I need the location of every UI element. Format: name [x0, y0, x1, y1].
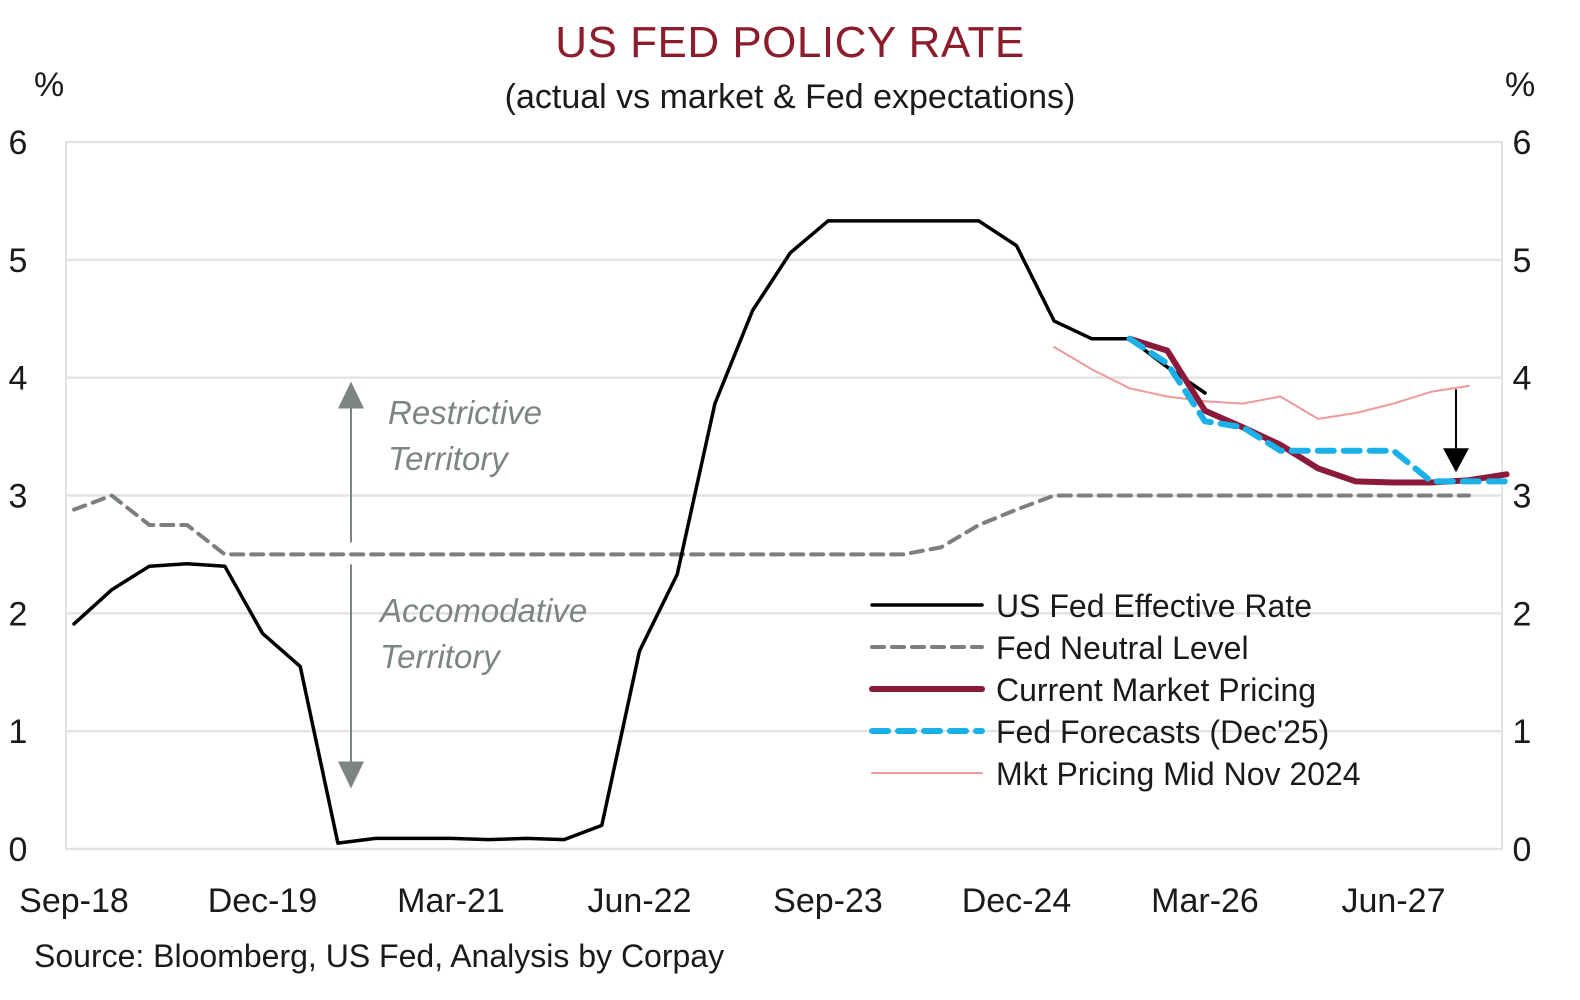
series-line-fed-neutral-level [72, 493, 1471, 557]
x-tick-label: Jun-27 [1342, 882, 1446, 920]
y-tick-label-left: 5 [9, 242, 28, 280]
series-line-fed-forecasts-dec-25 [1126, 335, 1510, 485]
legend-label: Mkt Pricing Mid Nov 2024 [996, 756, 1361, 792]
x-tick-label: Mar-26 [1151, 882, 1259, 920]
y-tick-label-left: 1 [9, 713, 28, 751]
source-note: Source: Bloomberg, US Fed, Analysis by C… [34, 938, 725, 974]
x-tick-label: Sep-18 [19, 882, 129, 920]
x-tick-label: Dec-19 [208, 882, 318, 920]
accomodative-label: Territory [380, 638, 502, 675]
y-tick-label-left: 0 [9, 831, 28, 869]
legend-label: US Fed Effective Rate [996, 588, 1312, 624]
x-tick-label: Jun-22 [588, 882, 692, 920]
y-tick-label-right: 5 [1513, 242, 1532, 280]
restrictive-label: Restrictive [388, 394, 542, 431]
drop-marker-arrow-head-icon [1443, 448, 1469, 473]
y-tick-label-right: 0 [1513, 831, 1532, 869]
legend-label: Fed Forecasts (Dec'25) [996, 714, 1329, 750]
y-tick-label-left: 3 [9, 478, 28, 516]
y-tick-label-left: 2 [9, 595, 28, 633]
right-axis-unit: % [1505, 66, 1536, 104]
chart-subtitle: (actual vs market & Fed expectations) [504, 78, 1076, 116]
restrictive-label: Territory [388, 440, 510, 477]
y-axis-ticks: 0 0 1 1 2 2 3 3 4 4 5 5 6 6 [9, 124, 1532, 869]
y-tick-label-right: 6 [1513, 124, 1532, 162]
series-line-mkt-pricing-mid-nov-2024 [1053, 346, 1470, 420]
x-axis-ticks: Sep-18 Dec-19 Mar-21 Jun-22 Sep-23 Dec-24 Mar-… [19, 882, 1445, 920]
series-lines [72, 219, 1510, 845]
y-tick-label-left: 6 [9, 124, 28, 162]
legend-label: Fed Neutral Level [996, 630, 1249, 666]
legend-label: Current Market Pricing [996, 672, 1316, 708]
x-tick-label: Sep-23 [773, 882, 883, 920]
y-tick-label-right: 2 [1513, 595, 1532, 633]
accomodative-arrow-head-icon [338, 761, 364, 789]
x-tick-label: Mar-21 [397, 882, 505, 920]
y-tick-label-right: 3 [1513, 478, 1532, 516]
y-tick-label-right: 4 [1513, 360, 1532, 398]
series-line-us-fed-effective-rate [72, 219, 1207, 845]
annotations: Restrictive Territory Accomodative Territor… [338, 381, 587, 789]
restrictive-arrow-head-icon [338, 381, 364, 409]
accomodative-label: Accomodative [378, 592, 587, 629]
left-axis-unit: % [34, 66, 65, 104]
y-tick-label-right: 1 [1513, 713, 1532, 751]
legend: US Fed Effective Rate Fed Neutral Level Cu… [869, 588, 1361, 792]
x-tick-label: Dec-24 [962, 882, 1072, 920]
y-tick-label-left: 4 [9, 360, 28, 398]
chart-title: US FED POLICY RATE [555, 18, 1025, 67]
